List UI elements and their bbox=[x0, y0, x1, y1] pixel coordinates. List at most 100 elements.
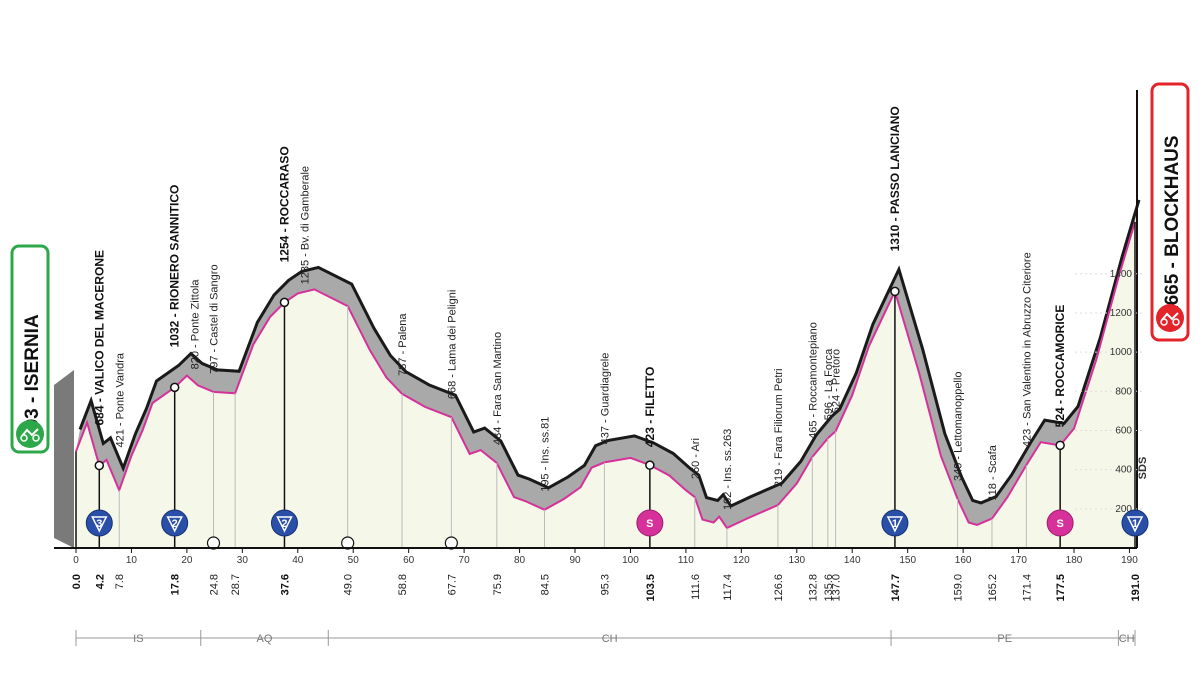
waypoint-dot bbox=[94, 460, 105, 471]
waypoint-name-label: 118 - Scafa bbox=[987, 444, 999, 500]
profile-relief bbox=[76, 199, 1139, 528]
region-code: PE bbox=[997, 633, 1012, 645]
waypoint-name-label: 684 - VALICO DEL MACERONE bbox=[92, 250, 106, 426]
waypoint-secondary-label: 820 - Ponte Zittola bbox=[190, 279, 202, 370]
waypoint-name-label: 349 - Lettomanoppello bbox=[953, 372, 965, 481]
badge-layer: 3 2 2 S 1 S 1 bbox=[85, 509, 1149, 550]
waypoint-dot bbox=[169, 382, 180, 393]
waypoint-km-label: 95.3 bbox=[599, 574, 611, 595]
finish-badge: 1665 - BLOCKHAUS bbox=[1150, 82, 1190, 342]
waypoint-km-label: 7.8 bbox=[114, 574, 126, 589]
waypoint-km-label: 84.5 bbox=[540, 574, 552, 595]
region-code: CH bbox=[1119, 633, 1135, 645]
waypoint-lines-layer bbox=[75, 221, 1136, 548]
alt-tick-label: 200 bbox=[1115, 504, 1132, 515]
km-tick-label: 10 bbox=[126, 555, 138, 566]
waypoint-km-label: 0.0 bbox=[71, 574, 83, 589]
waypoint-name-label: 219 - Fara Filiorum Petri bbox=[773, 369, 785, 488]
waypoint-name-label: 797 - Castel di Sangro bbox=[209, 264, 221, 373]
waypoint-km-label: 159.0 bbox=[953, 574, 965, 602]
waypoint-km-label: 117.4 bbox=[722, 574, 734, 601]
waypoint-km-label: 4.2 bbox=[94, 574, 106, 589]
km-axis-layer: 0 10 20 30 40 50 60 70 80 90 100 110 120 130 140 150 160… bbox=[54, 547, 1142, 646]
waypoint-km-label: 126.6 bbox=[773, 574, 785, 602]
climb-triangle-icon bbox=[886, 516, 904, 533]
km-tick-label: 130 bbox=[788, 555, 805, 566]
profile-ridge-line bbox=[78, 199, 1141, 508]
waypoint-km-label: 24.8 bbox=[209, 574, 221, 595]
waypoint-km-label: 132.8 bbox=[807, 574, 819, 602]
waypoint-km-label: 75.9 bbox=[492, 574, 504, 595]
badge-label: 2 bbox=[172, 518, 178, 530]
waypoint-dot bbox=[1055, 440, 1065, 451]
start-block bbox=[54, 370, 74, 548]
waypoint-name-label: 1254 - ROCCARASO bbox=[277, 146, 291, 262]
start-name: ISERNIA bbox=[22, 314, 43, 391]
waypoint-km-label: 103.5 bbox=[645, 574, 657, 602]
waypoint-name-label: 195 - Ins. ss.81 bbox=[540, 417, 552, 492]
climb-triangle-icon bbox=[1126, 516, 1144, 533]
waypoint-name-label: 1032 - RIONERO SANNITICO bbox=[168, 185, 182, 348]
km-tick-label: 110 bbox=[678, 555, 694, 566]
sprint-badge bbox=[1046, 509, 1074, 537]
waypoint-dot bbox=[279, 297, 290, 308]
waypoint-km-label: 67.7 bbox=[446, 574, 458, 595]
waypoint-name-label: 668 - Lama dei Peligni bbox=[446, 290, 458, 399]
alt-tick-label: 1000 bbox=[1110, 347, 1133, 358]
km-tick-label: 120 bbox=[733, 555, 750, 566]
alt-tick-label: 800 bbox=[1115, 386, 1132, 397]
region-code: AQ bbox=[257, 633, 273, 645]
waypoint-km-label: 171.4 bbox=[1021, 574, 1033, 602]
start-badge: 493 - ISERNIA bbox=[10, 244, 50, 454]
km-tick-label: 30 bbox=[237, 555, 249, 566]
km-tick-label: 80 bbox=[514, 555, 526, 566]
profile-fill-layer bbox=[54, 90, 1141, 548]
waypoint-km-label: 191.0 bbox=[1130, 574, 1142, 602]
waypoint-km-label: 111.6 bbox=[690, 574, 702, 600]
km-tick-label: 50 bbox=[348, 555, 360, 566]
km-tick-label: 0 bbox=[73, 555, 79, 566]
km-tick-label: 90 bbox=[569, 555, 581, 566]
waypoint-km-label: 17.8 bbox=[170, 574, 182, 595]
km-tick-label: 60 bbox=[403, 555, 415, 566]
waypoint-name-label: 787 - Palena bbox=[397, 313, 409, 376]
region-code: CH bbox=[602, 633, 618, 645]
alt-tick-label: 600 bbox=[1115, 425, 1132, 436]
km-tick-label: 20 bbox=[181, 555, 193, 566]
finish-name: BLOCKHAUS bbox=[1162, 135, 1183, 256]
alt-tick-label: 1200 bbox=[1110, 308, 1133, 319]
waypoint-name-label: 423 - San Valentino in Abruzzo Citeriore bbox=[1021, 252, 1033, 447]
waypoint-km-label: 37.6 bbox=[279, 574, 291, 595]
waypoint-name-label: 260 - Ari bbox=[690, 438, 702, 479]
km-tick-label: 140 bbox=[844, 555, 861, 566]
km-tick-label: 170 bbox=[1010, 555, 1027, 566]
waypoint-secondary-label: 1235 - Bv. di Gamberale bbox=[299, 166, 311, 284]
waypoint-dot bbox=[890, 286, 900, 297]
region-code: IS bbox=[133, 633, 143, 645]
km-tick-label: 160 bbox=[955, 555, 972, 566]
waypoint-km-label: 28.7 bbox=[230, 574, 242, 595]
profile-road-line bbox=[75, 221, 1136, 530]
svg-text:1665 - BLOCKHAUS: 1665 - BLOCKHAUS bbox=[1162, 135, 1183, 316]
climb-triangle-icon bbox=[166, 516, 183, 533]
waypoint-km-label: 177.5 bbox=[1055, 574, 1067, 602]
waypoint-name-label: 524 - Pretoro bbox=[831, 349, 843, 413]
waypoint-km-label: 49.0 bbox=[343, 574, 355, 595]
climb-triangle-icon bbox=[276, 516, 293, 533]
sds-label: SDS bbox=[1137, 457, 1149, 480]
waypoint-name-label: 596 - La Forca bbox=[823, 348, 835, 420]
km-tick-label: 70 bbox=[459, 555, 471, 566]
waypoint-km-label: 147.7 bbox=[890, 574, 902, 602]
badge-label: 3 bbox=[96, 518, 102, 530]
badge-label: 2 bbox=[281, 518, 287, 530]
km-tick-label: 40 bbox=[292, 555, 304, 566]
km-tick-label: 150 bbox=[899, 555, 916, 566]
waypoint-name-label: 1310 - PASSO LANCIANO bbox=[888, 106, 902, 251]
sprint-badge bbox=[636, 509, 664, 537]
alt-tick-label: 400 bbox=[1115, 465, 1132, 476]
waypoint-km-label: 165.2 bbox=[987, 574, 999, 602]
altitude-grid-layer: 200 400 600 800 1000 1200 1400 bbox=[1075, 269, 1145, 515]
waypoint-name-label: 102 - Ins. ss.263 bbox=[722, 429, 734, 510]
